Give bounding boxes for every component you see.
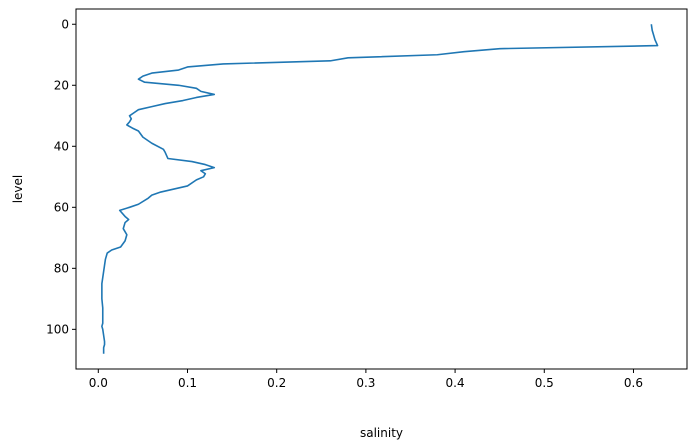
y-tick-label: 60 [54,200,69,214]
x-tick-label: 0.2 [267,376,286,390]
x-tick-label: 0.1 [178,376,197,390]
series-line-0 [101,24,659,354]
x-tick-label: 0.5 [535,376,554,390]
y-axis-label: level [11,175,25,204]
x-axis-label: salinity [360,426,403,440]
x-tick-label: 0.6 [624,376,643,390]
y-tick-label: 0 [61,17,69,31]
y-tick-label: 80 [54,261,69,275]
y-tick-label: 100 [46,322,69,336]
x-tick-label: 0.3 [356,376,375,390]
y-axis: 0 20 40 60 80 100 [46,17,76,336]
y-tick-label: 20 [54,78,69,92]
x-tick-label: 0.0 [89,376,108,390]
plot-content [101,24,659,354]
y-tick-label: 40 [54,139,69,153]
x-tick-label: 0.4 [446,376,465,390]
plot-frame [75,8,688,370]
x-axis: 0.0 0.1 0.2 0.3 0.4 0.5 0.6 [89,369,643,390]
